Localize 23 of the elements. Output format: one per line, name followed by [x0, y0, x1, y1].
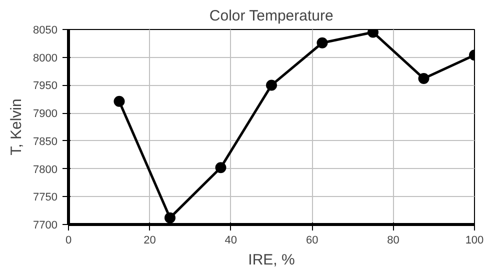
y-tick-label: 7900 [33, 108, 58, 120]
y-tick-label: 7800 [33, 164, 58, 176]
chart-title: Color Temperature [209, 8, 334, 24]
x-axis-title: IRE, % [248, 252, 295, 268]
x-tick-label: 100 [465, 234, 484, 246]
y-tick-label: 7850 [33, 136, 58, 148]
y-tick-label: 7750 [33, 192, 58, 204]
x-tick-label: 60 [306, 234, 318, 246]
y-tick-label: 7700 [33, 220, 58, 232]
point [114, 96, 125, 107]
point [418, 73, 430, 84]
y-tick-label: 8050 [33, 24, 58, 36]
point [164, 212, 176, 224]
x-tick-label: 40 [224, 234, 238, 246]
x-tick-label: 20 [144, 234, 156, 246]
point [316, 37, 328, 48]
point [215, 162, 226, 174]
x-tick-label: 80 [387, 234, 400, 246]
x-tick-label: 0 [65, 234, 72, 246]
point [266, 80, 277, 91]
y-tick-label: 7950 [33, 80, 58, 92]
y-axis-title: T, Kelvin [8, 98, 26, 156]
y-tick-label: 8000 [33, 52, 58, 64]
